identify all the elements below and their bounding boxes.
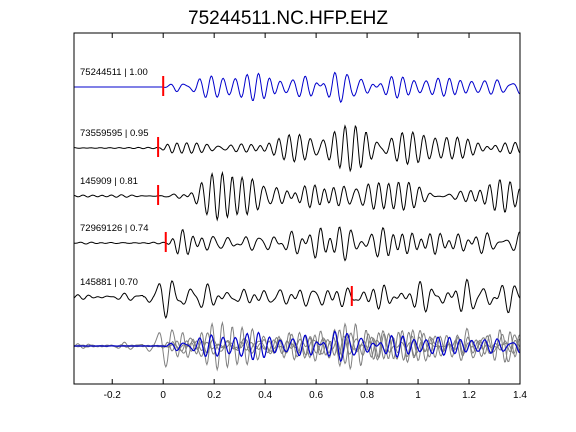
- stack-trace-master: [73, 330, 521, 363]
- x-tick-label: 0: [160, 390, 166, 401]
- stack-trace-gray-4: [73, 327, 521, 368]
- trace-waveform-145881: [73, 278, 521, 319]
- trace-label-145909: 145909 | 0.81: [80, 176, 138, 187]
- x-tick-label: 0.8: [360, 390, 374, 401]
- x-tick-label: 0.2: [207, 390, 221, 401]
- trace-label-73559595: 73559595 | 0.95: [80, 128, 149, 139]
- x-tick-label: 0.6: [309, 390, 323, 401]
- trace-waveform-145909: [73, 170, 521, 222]
- x-tick-label: -0.2: [104, 390, 122, 401]
- trace-label-72969126: 72969126 | 0.74: [80, 223, 149, 234]
- trace-waveform-75244511: [163, 71, 521, 104]
- x-tick-label: 1.2: [462, 390, 476, 401]
- trace-waveform-72969126: [73, 226, 521, 262]
- x-tick-label: 1: [415, 390, 421, 401]
- chart-title: 75244511.NC.HFP.EHZ: [188, 8, 388, 29]
- x-tick-label: 0.4: [258, 390, 272, 401]
- trace-label-75244511: 75244511 | 1.00: [80, 67, 148, 78]
- axes-frame: [73, 32, 521, 385]
- trace-label-145881: 145881 | 0.70: [80, 277, 138, 288]
- plot-area: 75244511 | 1.00 73559595 | 0.95 145909 | 0…: [73, 33, 527, 401]
- trace-waveform-73559595: [74, 124, 521, 173]
- x-tick-label: 1.4: [513, 390, 527, 401]
